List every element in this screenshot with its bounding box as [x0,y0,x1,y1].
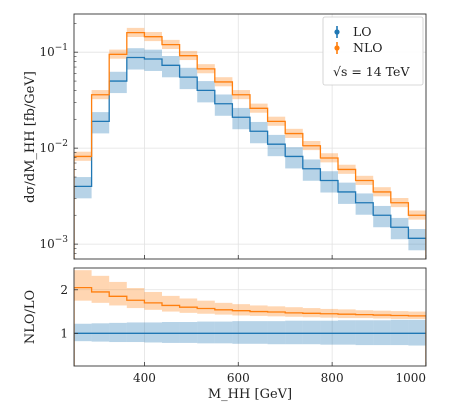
main-lo-band-bin [355,193,374,215]
ratio-lo-band-bin [250,321,268,344]
ratio-y-tick-label: 2 [60,283,68,297]
ratio-lo-band-bin [126,322,145,343]
energy-annotation: √s = 14 TeV [333,64,410,79]
ratio-nlo-band-bin [74,270,92,301]
ratio-lo-band-bin [91,323,110,342]
main-y-tick-label: 10−3 [39,235,68,251]
main-lo-band-bin [267,134,286,157]
main-lo-band-bin [408,229,426,251]
main-lo-band-bin [179,67,198,90]
main-frame [73,13,427,260]
ratio-lo-band-bin [373,320,391,346]
main-lo-band-bin [214,94,233,116]
main-lo-band-bin [373,205,391,228]
main-y-axis-label: dσ/dM_HH [fb/GeV] [23,71,38,203]
legend-lo-label: LO [353,24,372,39]
x-tick-label: 1000 [395,371,426,385]
legend: LO NLO √s = 14 TeV [322,16,424,86]
ratio-y-tick-label: 1 [60,326,68,340]
ratio-nlo-band-bin [197,300,215,314]
ratio-nlo-band-bin [144,291,162,310]
ratio-lo-band-bin [338,320,356,345]
ratio-nlo-band-bin [214,302,233,315]
ratio-nlo-band-bin [91,275,110,303]
main-nlo-step-line [74,31,426,259]
main-lo-band-bin [74,177,92,199]
ratio-y-axis-label: NLO/LO [23,290,38,344]
x-tick-label: 400 [133,371,156,385]
ratio-lo-band-bin [74,323,92,342]
ratio-lo-band-bin [109,322,127,343]
main-lo-band-bin [197,81,215,103]
main-lo-band-bin [91,112,110,134]
main-lo-band-bin [232,107,250,130]
main-plot-area [74,27,426,259]
main-lo-band-bin [250,121,268,144]
ratio-plot-area [74,270,426,366]
ratio-nlo-band-bin [126,288,145,309]
ratio-series-nlo [74,270,426,366]
ratio-nlo-band-bin [179,298,198,313]
ratio-nlo-band-bin [109,281,127,306]
main-lo-band-bin [162,56,180,78]
main-lo-step-line [74,56,426,259]
main-y-tick-label: 10−2 [39,139,68,155]
legend-entry-nlo: NLO [334,40,383,55]
x-tick-label: 600 [227,371,250,385]
ratio-nlo-band-bin [285,307,303,317]
main-lo-band-bin [320,171,338,193]
main-lo-band-bin [338,182,356,204]
ratio-lo-band-bin [390,319,409,346]
main-x-ticks [143,255,427,259]
main-lo-band-bin [390,217,409,240]
ratio-nlo-band-bin [408,311,426,319]
ratio-frame [73,267,427,367]
ratio-lo-band-bin [355,320,374,346]
ratio-x-ticks: 400 600 800 1000 [133,362,427,385]
ratio-nlo-band-bin [302,308,321,318]
ratio-lo-band-bin [232,321,250,344]
main-lo-band-bin [126,48,145,70]
ratio-lo-band-bin [179,322,198,343]
main-lo-band-bin [109,71,127,94]
legend-entry-lo: LO [334,24,372,39]
legend-lo-marker [334,29,340,35]
ratio-nlo-band-bin [250,305,268,316]
ratio-lo-band-bin [214,321,233,344]
ratio-lo-band-bin [320,320,338,345]
main-y-tick-label: 10−1 [39,43,68,59]
main-y-ticks: 10−3 10−2 10−1 [39,23,78,260]
ratio-lo-band-bin [197,321,215,344]
legend-nlo-label: NLO [353,40,383,55]
ratio-nlo-band-bin [232,304,250,316]
ratio-nlo-step-line [74,286,426,366]
legend-box [322,16,424,86]
ratio-lo-band-bin [162,322,180,343]
main-panel: 10−3 10−2 10−1 dσ/dM_HH [fb/GeV] LO NLO √s… [23,13,427,260]
ratio-lo-step-line [74,332,426,366]
ratio-lo-band-bin [144,322,162,343]
ratio-lo-band-bin [285,320,303,345]
main-lo-band-bin [144,49,162,71]
main-series-lo [74,48,426,259]
ratio-nlo-band-bin [162,295,180,312]
legend-nlo-marker [334,45,340,51]
ratio-nlo-band-bin [267,306,286,317]
ratio-lo-band-bin [302,320,321,345]
ratio-lo-band-bin [267,321,286,345]
main-series-nlo [74,27,426,259]
main-lo-band-bin [285,147,303,169]
x-axis-label: M_HH [GeV] [208,387,292,402]
ratio-series-lo [74,319,426,366]
main-lo-band-bin [302,159,321,181]
x-tick-label: 800 [321,371,344,385]
ratio-y-ticks: 12 [60,283,78,340]
ratio-lo-band-bin [408,319,426,346]
ratio-panel: 12 400 600 800 1000 NLO/LO M_HH [GeV] [23,267,427,402]
